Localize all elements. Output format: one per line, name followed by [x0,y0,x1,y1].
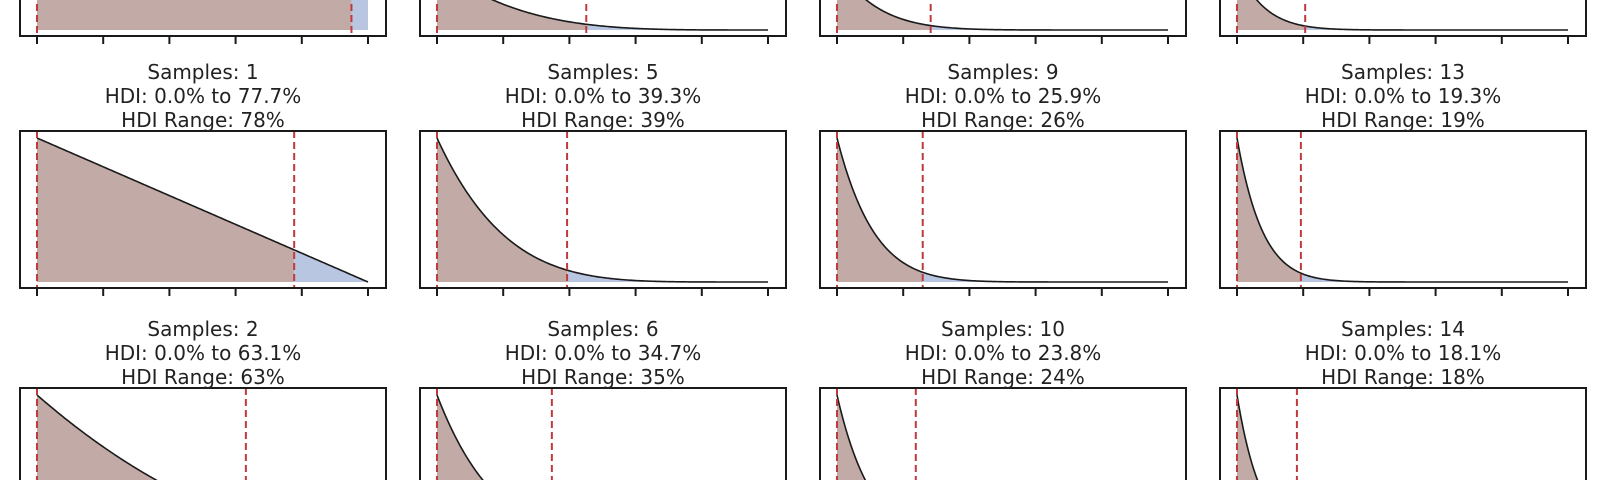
density-curve [836,137,1168,283]
panel-title-line: HDI Range: 26% [921,108,1085,132]
panel-title-line: Samples: 1 [147,60,258,84]
panel-plot-area [436,0,768,36]
panel-title-line: HDI Range: 39% [521,108,685,132]
panel-plot-area [36,388,247,480]
panel-title-line: HDI: 0.0% to 19.3% [1305,84,1502,108]
hdi-area [37,138,295,282]
panel-plot-area [836,0,1168,36]
panel-frame [1219,0,1587,37]
panel-plot-area [836,388,917,480]
panel-frame [419,130,787,289]
panel-title-line: Samples: 5 [547,60,658,84]
panel-title-line: HDI Range: 18% [1321,365,1485,389]
density-curve [36,137,369,283]
hdi-area [37,0,352,30]
hdi-area [837,395,866,480]
density-curve [1236,394,1259,480]
panel-12 [1219,0,1587,44]
panel-title-line: HDI Range: 19% [1321,108,1485,132]
panel-title-line: Samples: 14 [1341,317,1465,341]
panel-title-line: HDI: 0.0% to 34.7% [505,341,702,365]
panel-0 [19,0,387,44]
hdi-area [1237,0,1306,30]
panel-title-line: HDI Range: 24% [921,365,1085,389]
panel-plot-area [1236,131,1568,288]
panel-title-line: Samples: 2 [147,317,258,341]
panel-plot-area [36,0,368,36]
panel-title-line: HDI: 0.0% to 63.1% [105,341,302,365]
panel-plot-area [436,131,768,288]
tail-area [1300,273,1568,282]
hdi-area [1237,395,1258,480]
density-curve [1236,137,1568,283]
panel-title-line: HDI: 0.0% to 25.9% [905,84,1102,108]
panel-title-line: HDI: 0.0% to 18.1% [1305,341,1502,365]
panel-title-line: Samples: 13 [1341,60,1465,84]
hdi-area [437,0,587,30]
hdi-area [437,395,483,480]
panel-plot-area [1236,0,1568,36]
panel-frame [19,387,387,480]
panel-title-line: Samples: 9 [947,60,1058,84]
panel-title-line: HDI Range: 78% [121,108,285,132]
hdi-area [837,0,931,30]
density-curve [1255,0,1568,31]
density-curve [865,0,1168,31]
tail-area [930,25,1168,30]
tail-area [567,270,768,282]
panel-frame [819,0,1187,37]
panel-plot-area [36,131,369,288]
panel-title-line: HDI: 0.0% to 23.8% [905,341,1102,365]
panel-title-line: Samples: 10 [941,317,1065,341]
hdi-area [437,138,568,282]
tail-area [351,0,368,30]
density-curve [491,0,768,31]
panel-frame [19,130,387,289]
density-curve [436,137,768,283]
hdi-area [1237,138,1301,282]
panel-frame [819,130,1187,289]
hdi-area [837,138,923,282]
panel-8 [819,0,1187,44]
hdi-area [37,395,157,480]
panel-frame [419,0,787,37]
density-curve [836,394,867,480]
panel-title-line: HDI Range: 35% [521,365,685,389]
density-curve [436,394,484,480]
panel-plot-area [1236,388,1298,480]
panel-plot-area [836,131,1168,288]
panel-frame [1219,130,1587,289]
panel-frame [819,387,1187,480]
density-curve [36,394,158,480]
panel-frame [419,387,787,480]
panel-frame [19,0,387,37]
panel-4 [419,0,787,44]
tail-area [922,272,1168,282]
panel-title-line: HDI Range: 63% [121,365,285,389]
panel-title-line: HDI: 0.0% to 39.3% [505,84,702,108]
panel-frame [1219,387,1587,480]
panel-plot-area [436,388,553,480]
panel-title-line: HDI: 0.0% to 77.7% [105,84,302,108]
panel-title-line: Samples: 6 [547,317,658,341]
